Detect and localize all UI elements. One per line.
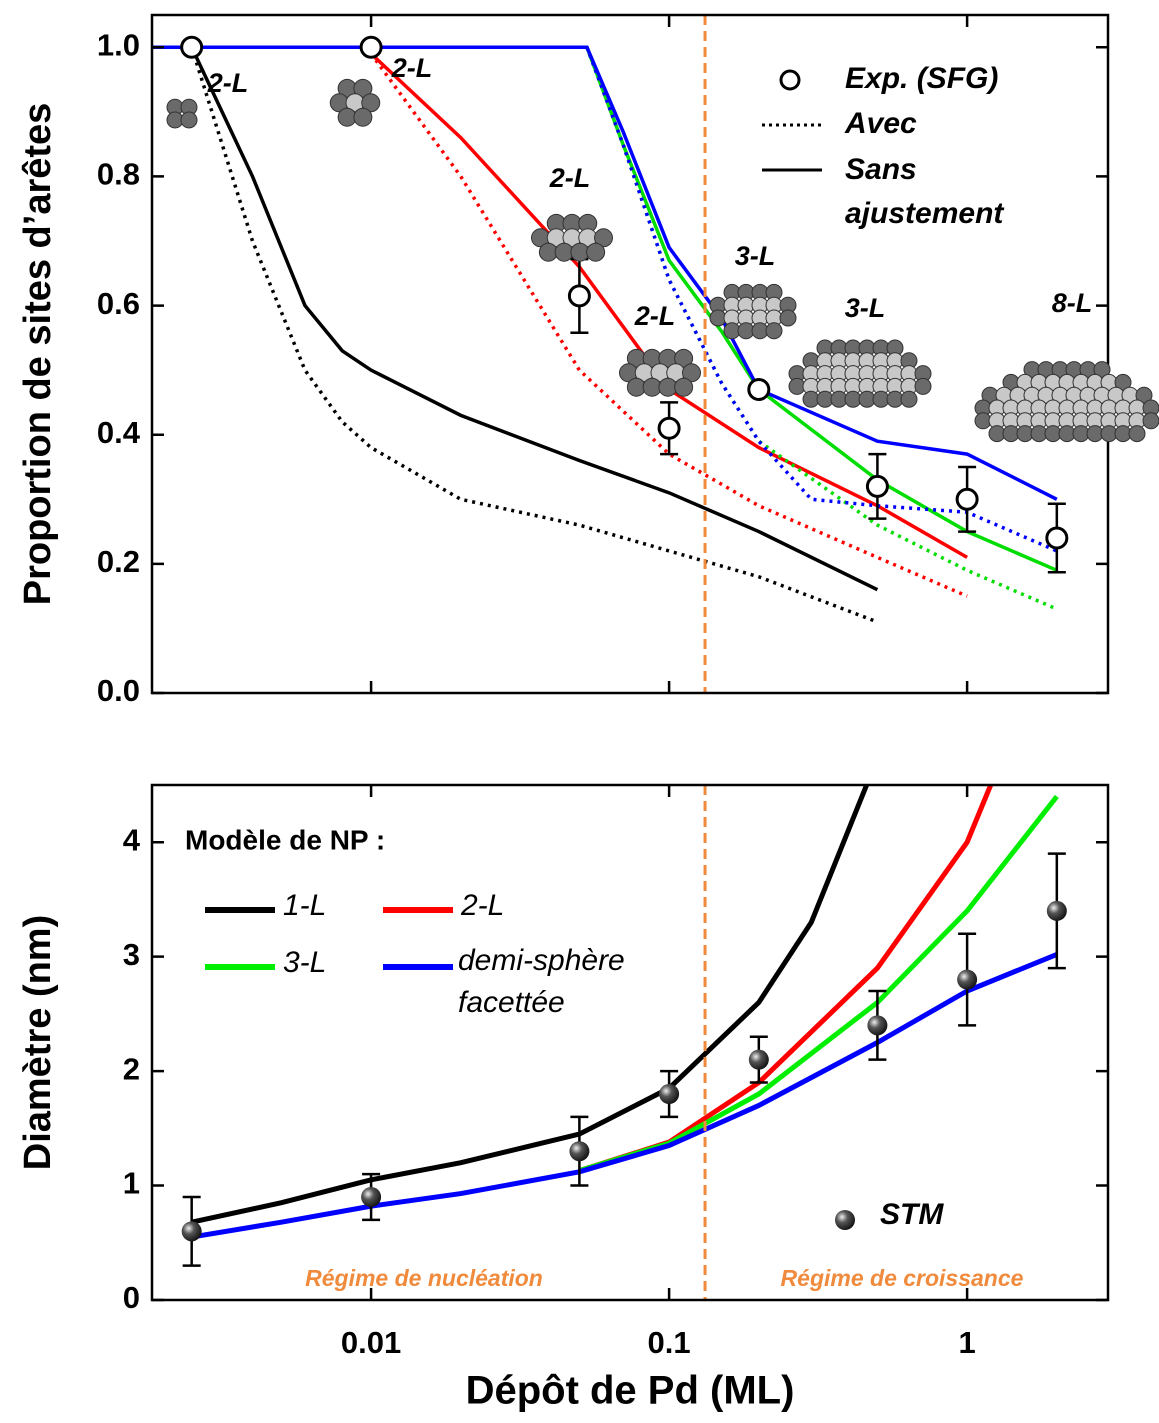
y-tick-label: 1: [123, 1166, 140, 1201]
atom: [1142, 412, 1159, 430]
atom: [914, 377, 932, 395]
y-tick-label: 1.0: [97, 27, 140, 62]
annotation: 2-L: [634, 301, 676, 331]
curve: [152, 45, 1058, 572]
data-point: [955, 487, 979, 511]
atom: [353, 78, 373, 98]
y-axis-label: Proportion de sites d’arêtes: [17, 103, 59, 606]
plot-frame: [150, 13, 1110, 695]
legend-label: 2-L: [460, 889, 504, 922]
atom: [586, 242, 606, 262]
legend-label: STM: [880, 1198, 944, 1231]
legend-label: demi-sphère facettée: [458, 944, 625, 1019]
atom: [361, 93, 381, 113]
x-tick-label: 1: [958, 1325, 975, 1360]
y-tick-label: 0.8: [97, 157, 140, 192]
data-point: [569, 1141, 590, 1162]
data-point: [359, 35, 383, 59]
annotation: 2-L: [207, 68, 249, 98]
x-tick-label: 0.01: [341, 1325, 401, 1360]
cluster-icon: [531, 213, 613, 262]
data-point: [957, 969, 978, 990]
legend-title: Modèle de NP :: [185, 824, 385, 855]
annotation: 2-L: [549, 163, 591, 193]
data-point: [659, 1084, 680, 1104]
region-label: Régime de croissance: [781, 1265, 1024, 1291]
legend-label: Sans ajustement: [845, 153, 1004, 230]
plot-frame: [150, 783, 1110, 1302]
y-tick-label: 2: [123, 1051, 140, 1086]
data-point: [361, 1187, 382, 1207]
data-point: [1046, 900, 1067, 921]
y-tick-label: 4: [123, 822, 141, 857]
atom: [180, 111, 198, 129]
curve: [191, 952, 1058, 1240]
cluster-icon: [709, 283, 797, 340]
cluster-icon: [619, 348, 701, 397]
data-point: [865, 474, 889, 498]
data-point: [567, 284, 591, 308]
annotation: 3-L: [845, 293, 886, 323]
curve: [152, 45, 1058, 501]
legend-label: 3-L: [283, 946, 326, 979]
atom: [594, 228, 613, 248]
atom: [353, 107, 373, 127]
plot-area: [152, 45, 1058, 624]
y-tick-label: 0.0: [97, 673, 140, 708]
y-tick-label: 0.4: [97, 415, 141, 450]
atom: [674, 377, 694, 397]
cluster-icon: [329, 78, 381, 127]
data-point: [180, 35, 204, 59]
y-tick-label: 3: [123, 937, 140, 972]
curve: [190, 46, 879, 624]
atom: [1128, 425, 1146, 443]
legend-marker: [835, 1210, 855, 1230]
annotation: 8-L: [1052, 288, 1093, 318]
legend-label: Exp. (SFG): [845, 62, 998, 95]
atom: [682, 363, 701, 383]
y-tick-label: 0: [123, 1280, 140, 1315]
annotation: 2-L: [391, 53, 433, 83]
y-tick-label: 0.6: [97, 286, 140, 321]
atom: [765, 322, 783, 340]
atom: [900, 390, 918, 408]
legend-label: 1-L: [283, 889, 326, 922]
annotation: 3-L: [735, 241, 776, 271]
data-point: [867, 1015, 888, 1036]
atom: [779, 309, 797, 327]
y-tick-label: 0.2: [97, 544, 140, 579]
legend-label: Avec: [844, 107, 917, 140]
curve: [190, 46, 879, 592]
data-point: [1045, 526, 1069, 550]
curve: [585, 46, 1058, 553]
data-point: [747, 378, 771, 402]
atom: [674, 348, 694, 368]
region-label: Régime de nucléation: [305, 1265, 543, 1291]
x-tick-label: 0.1: [648, 1325, 691, 1360]
x-axis-label: Dépôt de Pd (ML): [466, 1369, 795, 1413]
cluster-icon: [788, 339, 932, 408]
data-point: [181, 1221, 202, 1242]
y-axis-label: Diamètre (nm): [17, 915, 59, 1171]
legend-marker: [779, 69, 801, 91]
cluster-icon: [166, 98, 198, 129]
cluster-icon: [974, 361, 1159, 443]
data-point: [748, 1049, 769, 1070]
data-point: [657, 416, 681, 440]
